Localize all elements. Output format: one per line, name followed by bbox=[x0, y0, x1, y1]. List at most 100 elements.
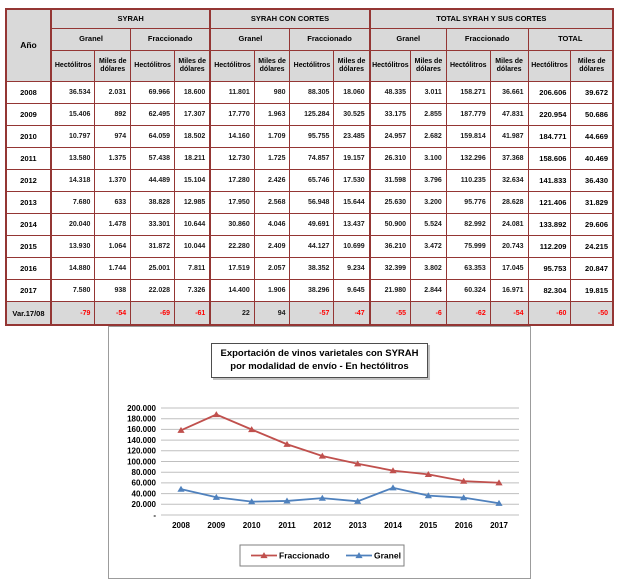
value-cell: 18.502 bbox=[174, 125, 211, 148]
svg-text:2011: 2011 bbox=[278, 521, 296, 530]
variation-value-cell: -62 bbox=[445, 301, 491, 326]
value-cell: 63.353 bbox=[445, 257, 491, 280]
data-point-marker bbox=[212, 411, 220, 418]
value-cell: 44.669 bbox=[570, 125, 614, 148]
year-cell: 2014 bbox=[5, 213, 52, 236]
subgroup-header: Fraccionado bbox=[445, 28, 529, 51]
value-cell: 44.127 bbox=[289, 235, 335, 258]
value-cell: 125.284 bbox=[289, 103, 335, 126]
value-cell: 2.844 bbox=[410, 279, 447, 302]
subgroup-header: Granel bbox=[368, 28, 447, 51]
value-cell: 7.326 bbox=[174, 279, 211, 302]
series-fraccionado bbox=[177, 411, 503, 486]
value-cell: 24.081 bbox=[489, 213, 529, 236]
unit-header: Hectólitros bbox=[527, 50, 572, 82]
value-cell: 17.950 bbox=[209, 191, 255, 214]
variation-value-cell: -79 bbox=[49, 301, 96, 326]
value-cell: 1.709 bbox=[253, 125, 291, 148]
table-row: 2012 14.318 1.370 44.489 15.104 17.280 2.426 65… bbox=[5, 169, 614, 192]
subgroup-header: Fraccionado bbox=[130, 28, 211, 51]
value-cell: 132.296 bbox=[445, 147, 491, 170]
variation-value-cell: 94 bbox=[253, 301, 291, 326]
value-cell: 82.992 bbox=[445, 213, 491, 236]
value-cell: 25.001 bbox=[130, 257, 176, 280]
svg-text:200.000: 200.000 bbox=[127, 404, 156, 413]
value-cell: 57.438 bbox=[130, 147, 176, 170]
svg-text:-: - bbox=[153, 511, 156, 520]
value-cell: 47.831 bbox=[489, 103, 529, 126]
value-cell: 1.370 bbox=[94, 169, 132, 192]
value-cell: 206.606 bbox=[527, 81, 572, 104]
value-cell: 14.318 bbox=[49, 169, 96, 192]
value-cell: 17.307 bbox=[174, 103, 211, 126]
data-point-marker bbox=[460, 494, 468, 501]
svg-text:100.000: 100.000 bbox=[127, 457, 156, 466]
value-cell: 36.210 bbox=[368, 235, 412, 258]
value-cell: 24.215 bbox=[570, 235, 614, 258]
table-row: 2016 14.880 1.744 25.001 7.811 17.519 2.057 38.… bbox=[5, 257, 614, 280]
value-cell: 28.628 bbox=[489, 191, 529, 214]
svg-text:2015: 2015 bbox=[419, 521, 437, 530]
value-cell: 18.211 bbox=[174, 147, 211, 170]
value-cell: 24.957 bbox=[368, 125, 412, 148]
value-cell: 20.040 bbox=[49, 213, 96, 236]
gridlines bbox=[161, 407, 519, 516]
data-point-marker bbox=[177, 426, 185, 433]
variation-value-cell: -61 bbox=[174, 301, 211, 326]
table-row: 2011 13.580 1.375 57.438 18.211 12.730 1.725 74… bbox=[5, 147, 614, 170]
subgroup-header: Granel bbox=[49, 28, 132, 51]
unit-header: Hectólitros bbox=[130, 50, 176, 82]
variation-value-cell: 22 bbox=[209, 301, 255, 326]
value-cell: 3.100 bbox=[410, 147, 447, 170]
export-table: Año SYRAH SYRAH CON CORTES TOTAL SYRAH Y… bbox=[5, 8, 614, 326]
value-cell: 938 bbox=[94, 279, 132, 302]
svg-text:2008: 2008 bbox=[172, 521, 190, 530]
year-cell: 2010 bbox=[5, 125, 52, 148]
svg-text:80.000: 80.000 bbox=[132, 468, 157, 477]
value-cell: 10.644 bbox=[174, 213, 211, 236]
value-cell: 50.686 bbox=[570, 103, 614, 126]
unit-header: Miles de dólares bbox=[174, 50, 211, 82]
value-cell: 13.930 bbox=[49, 235, 96, 258]
value-cell: 15.644 bbox=[333, 191, 371, 214]
value-cell: 10.699 bbox=[333, 235, 371, 258]
year-cell: 2008 bbox=[5, 81, 52, 104]
table-row: 2010 10.797 974 64.059 18.502 14.160 1.709 95.7… bbox=[5, 125, 614, 148]
value-cell: 37.368 bbox=[489, 147, 529, 170]
value-cell: 38.828 bbox=[130, 191, 176, 214]
value-cell: 13.437 bbox=[333, 213, 371, 236]
table-row: 2017 7.580 938 22.028 7.326 14.400 1.906 38.296… bbox=[5, 279, 614, 302]
value-cell: 1.744 bbox=[94, 257, 132, 280]
year-cell: 2016 bbox=[5, 257, 52, 280]
value-cell: 18.600 bbox=[174, 81, 211, 104]
svg-text:60.000: 60.000 bbox=[132, 479, 157, 488]
data-point-marker bbox=[248, 498, 256, 505]
value-cell: 44.489 bbox=[130, 169, 176, 192]
group-header-syrah-con-cortes: SYRAH CON CORTES bbox=[209, 8, 371, 29]
value-cell: 22.280 bbox=[209, 235, 255, 258]
value-cell: 974 bbox=[94, 125, 132, 148]
variation-value-cell: -55 bbox=[368, 301, 412, 326]
variation-value-cell: -50 bbox=[570, 301, 614, 326]
value-cell: 20.743 bbox=[489, 235, 529, 258]
value-cell: 33.175 bbox=[368, 103, 412, 126]
svg-text:2014: 2014 bbox=[384, 521, 402, 530]
value-cell: 18.060 bbox=[333, 81, 371, 104]
variation-row: Var.17/08 -79 -54 -69 -61 22 94 -57 -47 -55 -6 -62-… bbox=[5, 301, 614, 326]
value-cell: 7.580 bbox=[49, 279, 96, 302]
value-cell: 31.598 bbox=[368, 169, 412, 192]
value-cell: 14.400 bbox=[209, 279, 255, 302]
value-cell: 159.814 bbox=[445, 125, 491, 148]
value-cell: 10.044 bbox=[174, 235, 211, 258]
value-cell: 30.860 bbox=[209, 213, 255, 236]
value-cell: 32.634 bbox=[489, 169, 529, 192]
unit-header: Miles de dólares bbox=[410, 50, 447, 82]
value-cell: 23.485 bbox=[333, 125, 371, 148]
svg-text:160.000: 160.000 bbox=[127, 425, 156, 434]
value-cell: 12.730 bbox=[209, 147, 255, 170]
legend-label: Granel bbox=[374, 551, 401, 561]
data-point-marker bbox=[318, 452, 326, 459]
value-cell: 9.234 bbox=[333, 257, 371, 280]
year-cell: 2012 bbox=[5, 169, 52, 192]
